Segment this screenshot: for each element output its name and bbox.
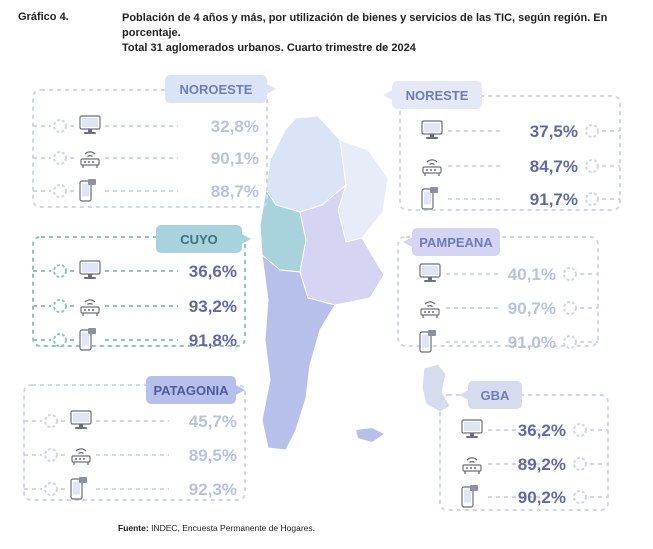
row-marker-pampeana-1: [563, 301, 577, 315]
value-patagonia-0: 45,7%: [189, 412, 237, 431]
wifi-router-icon-noreste: [422, 159, 442, 177]
mobile-phone-icon-gba: [461, 484, 479, 508]
map-region-patagonia: [261, 253, 336, 451]
region-label-gba: GBA: [481, 388, 511, 403]
value-noroeste-2: 88,7%: [211, 182, 259, 201]
row-marker-cuyo-1: [53, 299, 67, 313]
value-cuyo-1: 93,2%: [189, 297, 237, 316]
mobile-phone-icon-pampeana: [419, 329, 437, 353]
row-marker-noroeste-1: [53, 151, 67, 165]
label-pill-noreste: [392, 81, 482, 109]
value-gba-0: 36,2%: [518, 421, 566, 440]
label-tail-noreste: [383, 89, 394, 101]
label-pill-pampeana: [412, 228, 500, 256]
panel-frame-patagonia: [23, 384, 246, 501]
computer-icon-noroeste: [79, 115, 101, 135]
row-marker-gba-2: [573, 490, 587, 504]
wifi-router-icon-gba: [462, 457, 482, 475]
map-gba-inset: [421, 363, 451, 413]
row-marker-noreste-0: [585, 124, 599, 138]
mobile-phone-icon-noreste: [421, 186, 439, 210]
computer-icon-cuyo: [79, 260, 101, 280]
value-cuyo-2: 91,8%: [189, 331, 237, 350]
row-marker-patagonia-2: [44, 482, 58, 496]
region-label-patagonia: PATAGONIA: [153, 383, 229, 398]
label-tail-noroeste: [265, 83, 276, 95]
panel-frame-cuyo: [32, 236, 246, 347]
computer-icon-noreste: [421, 120, 443, 140]
title-line-2: Total 31 aglomerados urbanos. Cuarto tri…: [122, 42, 416, 54]
label-tail-pampeana: [403, 236, 414, 248]
value-cuyo-0: 36,6%: [189, 262, 237, 281]
computer-icon-gba: [461, 419, 483, 439]
row-marker-patagonia-1: [44, 448, 58, 462]
wifi-router-icon-noroeste: [80, 151, 100, 169]
value-gba-1: 89,2%: [518, 455, 566, 474]
label-tail-patagonia: [234, 384, 245, 396]
label-tail-cuyo: [240, 233, 251, 245]
row-marker-cuyo-0: [53, 264, 67, 278]
row-marker-noreste-1: [585, 159, 599, 173]
source-prefix: Fuente:: [118, 523, 149, 533]
region-label-cuyo: CUYO: [180, 232, 218, 247]
region-label-noreste: NORESTE: [406, 88, 469, 103]
map-islands: [356, 428, 384, 442]
row-marker-patagonia-0: [44, 414, 58, 428]
title-line-1: Población de 4 años y más, por utilizaci…: [122, 12, 608, 39]
value-patagonia-1: 89,5%: [189, 446, 237, 465]
computer-icon-patagonia: [70, 410, 92, 430]
value-pampeana-0: 40,1%: [508, 265, 556, 284]
panel-frame-gba: [439, 394, 609, 511]
label-tail-gba: [459, 389, 470, 401]
wifi-router-icon-cuyo: [80, 299, 100, 317]
value-patagonia-2: 92,3%: [189, 480, 237, 499]
value-noreste-2: 91,7%: [530, 190, 578, 209]
region-label-noroeste: NOROESTE: [180, 82, 253, 97]
label-pill-gba: [468, 381, 522, 409]
chart-title: Población de 4 años y más, por utilizaci…: [122, 11, 642, 56]
row-marker-noreste-2: [585, 192, 599, 206]
computer-icon-pampeana: [419, 263, 441, 283]
mobile-phone-icon-patagonia: [70, 476, 88, 500]
row-marker-cuyo-2: [53, 333, 67, 347]
label-pill-patagonia: [146, 376, 236, 404]
row-marker-gba-1: [573, 457, 587, 471]
value-noroeste-0: 32,8%: [211, 117, 259, 136]
chart-label: Gráfico 4.: [18, 11, 69, 23]
argentina-map: [259, 115, 451, 451]
map-region-noreste: [337, 139, 389, 243]
value-gba-2: 90,2%: [518, 488, 566, 507]
wifi-router-icon-pampeana: [420, 301, 440, 319]
value-pampeana-1: 90,7%: [508, 299, 556, 318]
regions-layer: NOROESTE 32,8% 90,1% 88,7% NORESTE 37,5% 84,7%…: [23, 75, 621, 511]
panel-frame-pampeana: [397, 236, 599, 347]
value-noreste-0: 37,5%: [530, 122, 578, 141]
source-note: Fuente: INDEC, Encuesta Permanente de Ho…: [118, 523, 315, 533]
row-marker-pampeana-0: [563, 267, 577, 281]
row-marker-noroeste-2: [53, 184, 67, 198]
row-marker-gba-0: [573, 423, 587, 437]
mobile-phone-icon-noroeste: [79, 178, 97, 202]
wifi-router-icon-patagonia: [71, 448, 91, 466]
row-marker-pampeana-2: [563, 335, 577, 349]
label-pill-cuyo: [156, 225, 242, 253]
region-label-pampeana: PAMPEANA: [419, 235, 493, 250]
value-pampeana-2: 91,0%: [508, 333, 556, 352]
row-marker-noroeste-0: [53, 119, 67, 133]
value-noreste-1: 84,7%: [530, 157, 578, 176]
label-pill-noroeste: [165, 75, 267, 103]
source-text: INDEC, Encuesta Permanente de Hogares.: [148, 523, 316, 533]
value-noroeste-1: 90,1%: [211, 149, 259, 168]
